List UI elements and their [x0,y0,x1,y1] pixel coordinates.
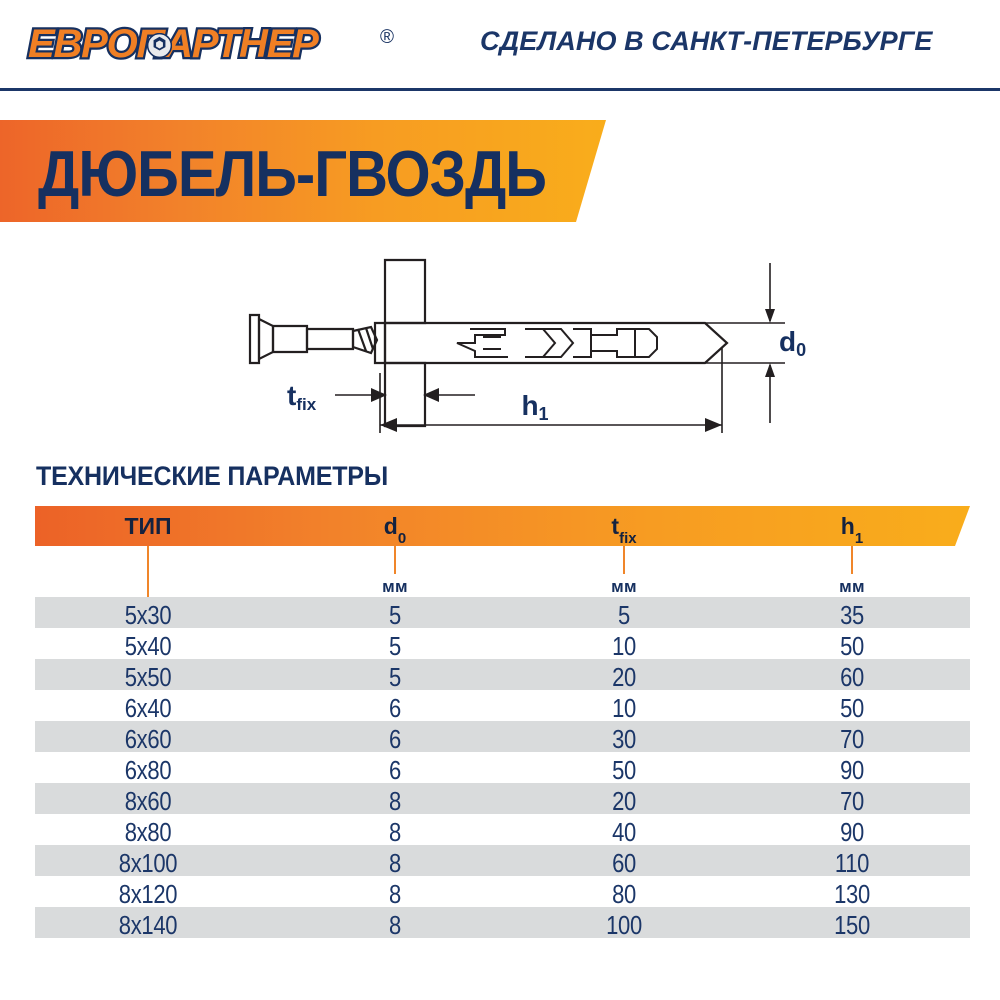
table-cell-type: 6x60 [124,724,172,755]
table-cell-d0: 8 [389,879,401,910]
table-cell-h1: 110 [834,848,870,879]
table-cell-tfix: 20 [612,786,636,817]
unit-label-3: мм [839,577,865,596]
column-header-tfix: tfix [611,513,637,547]
table-row: 8x140 8 100 150 [35,907,970,940]
product-technical-drawing: d0 tfix h1 [225,243,845,443]
nail-thread-shape [351,325,379,355]
table-row: 8x80 8 40 90 [35,814,970,848]
header-divider [0,88,1000,91]
table-cell-type: 6x80 [124,755,172,786]
product-title-banner: ДЮБЕЛЬ-ГВОЗДЬ [0,120,620,222]
table-row: 6x60 6 30 70 [35,721,970,754]
page-header: ЕВРОПАРТНЕР ® СДЕЛАНО В САНКТ-ПЕТЕРБУРГЕ [0,0,1000,92]
table-row: 8x60 8 20 70 [35,783,970,816]
table-cell-d0: 6 [389,693,401,724]
table-cell-type: 8x140 [118,910,178,941]
table-row: 6x80 6 50 90 [35,752,970,786]
specs-table-body: 5x30 5 5 35 5x40 5 10 50 5x50 5 20 60 6x40 6 10 50 6x60 6… [35,597,970,940]
table-cell-h1: 35 [840,600,864,631]
table-cell-tfix: 100 [606,910,642,941]
table-cell-tfix: 50 [612,755,636,786]
column-header-d0: d0 [383,513,407,547]
column-tick-1 [394,546,396,574]
tfix-label: tfix [287,380,317,414]
frame-anchor-diagram: d0 tfix h1 [248,258,806,433]
table-row: 6x40 6 10 50 [35,690,970,724]
anchor-body-shape [383,321,729,365]
table-cell-h1: 90 [840,755,864,786]
table-cell-d0: 8 [389,817,401,848]
table-row: 5x50 5 20 60 [35,659,970,692]
table-cell-h1: 50 [840,693,864,724]
table-cell-d0: 5 [389,662,401,693]
table-cell-type: 5x50 [124,662,172,693]
table-cell-tfix: 80 [612,879,636,910]
table-cell-d0: 6 [389,755,401,786]
d0-label: d0 [779,326,806,360]
table-cell-h1: 50 [840,631,864,662]
table-cell-d0: 8 [389,786,401,817]
specs-section-title: ТЕХНИЧЕСКИЕ ПАРАМЕТРЫ [36,461,389,492]
table-cell-tfix: 5 [618,600,630,631]
table-cell-h1: 60 [840,662,864,693]
d0-dimension [705,263,785,423]
table-cell-tfix: 10 [612,693,636,724]
made-in-tagline: СДЕЛАНО В САНКТ-ПЕТЕРБУРГЕ [480,26,933,56]
column-header-type: ТИП [124,513,172,539]
table-cell-h1: 130 [834,879,870,910]
table-cell-tfix: 20 [612,662,636,693]
table-cell-type: 8x80 [124,817,172,848]
expansion-zone-detail [456,328,658,358]
column-header-h1: h1 [840,513,864,547]
table-cell-type: 8x120 [118,879,178,910]
registered-trademark-icon: ® [380,27,394,48]
table-cell-type: 6x40 [124,693,172,724]
table-cell-d0: 6 [389,724,401,755]
table-cell-type: 8x60 [124,786,172,817]
table-row: 8x100 8 60 110 [35,845,970,878]
table-cell-d0: 5 [389,600,401,631]
table-header-background [35,506,970,546]
table-cell-tfix: 60 [612,848,636,879]
fixture-plate-shape [383,258,427,428]
table-row: 5x40 5 10 50 [35,628,970,662]
table-cell-tfix: 30 [612,724,636,755]
h1-label: h1 [521,390,548,424]
column-tick-2 [623,546,625,574]
table-row: 8x120 8 80 130 [35,876,970,910]
table-cell-h1: 70 [840,786,864,817]
nail-shaft-shape [305,327,355,351]
table-cell-h1: 70 [840,724,864,755]
table-row: 5x30 5 5 35 [35,597,970,630]
column-tick-3 [851,546,853,574]
table-cell-tfix: 40 [612,817,636,848]
tfix-dimension [335,388,475,402]
table-cell-type: 5x30 [124,600,172,631]
table-cell-tfix: 10 [612,631,636,662]
table-cell-h1: 150 [834,910,870,941]
column-tick-0 [147,546,149,598]
unit-label-1: мм [382,577,408,596]
table-cell-type: 5x40 [124,631,172,662]
page-title: ДЮБЕЛЬ-ГВОЗДЬ [38,137,547,211]
table-cell-h1: 90 [840,817,864,848]
table-cell-d0: 8 [389,848,401,879]
nail-head-shape [248,313,309,365]
table-cell-d0: 5 [389,631,401,662]
banner-background-shape [0,120,606,222]
h1-dimension [379,348,723,433]
table-cell-d0: 8 [389,910,401,941]
specs-table-header: ТИП d0 tfix h1 [35,506,970,546]
table-cell-type: 8x100 [118,848,178,879]
brand-logo: ЕВРОПАРТНЕР ® [26,20,394,69]
brand-logo-text: ЕВРОПАРТНЕР [26,20,321,69]
unit-label-2: мм [611,577,637,596]
